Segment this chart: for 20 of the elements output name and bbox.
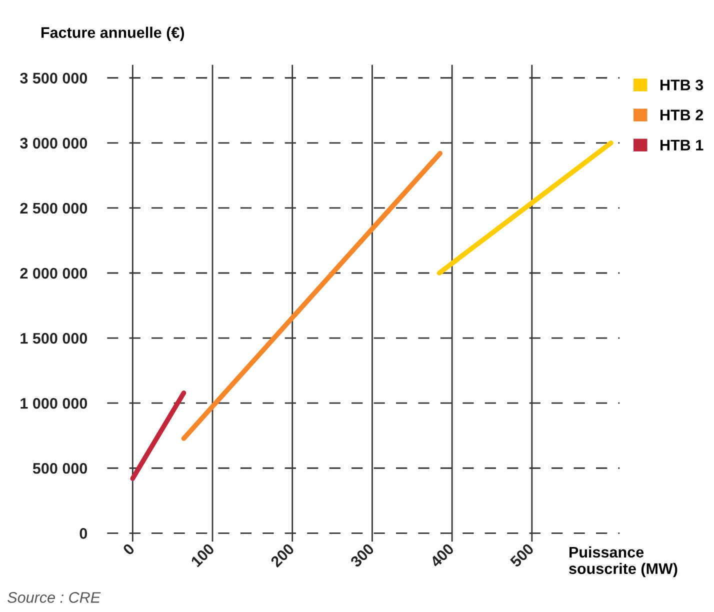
y-tick-label: 500 000 bbox=[32, 462, 88, 474]
y-tick-label: 1 500 000 bbox=[20, 332, 88, 344]
x-tick-label: 400 bbox=[429, 542, 455, 568]
source-note: Source : CRE bbox=[8, 592, 101, 603]
x-tick-label: 200 bbox=[270, 542, 295, 568]
y-tick-label: 3 000 000 bbox=[20, 138, 88, 149]
legend-label: HTB 1 bbox=[660, 140, 704, 150]
y-tick-label: 1 000 000 bbox=[20, 398, 88, 409]
legend-label: HTB 3 bbox=[660, 80, 704, 90]
x-tick-label: 500 bbox=[509, 542, 534, 568]
y-tick-label: 2 500 000 bbox=[20, 202, 88, 214]
x-tick-label: 100 bbox=[190, 542, 215, 568]
y-tick-label: 0 bbox=[80, 528, 88, 539]
y-tick-label: 3 500 000 bbox=[20, 72, 88, 84]
y-tick-label: 2 000 000 bbox=[20, 268, 88, 279]
x-axis-title: Puissance souscrite (MW) bbox=[569, 546, 678, 578]
x-tick-label: 300 bbox=[350, 542, 375, 568]
legend-label: HTB 2 bbox=[660, 110, 703, 120]
x-tick-label: 0 bbox=[122, 542, 136, 556]
y-axis-title: Facture annuelle (€) bbox=[41, 26, 184, 41]
